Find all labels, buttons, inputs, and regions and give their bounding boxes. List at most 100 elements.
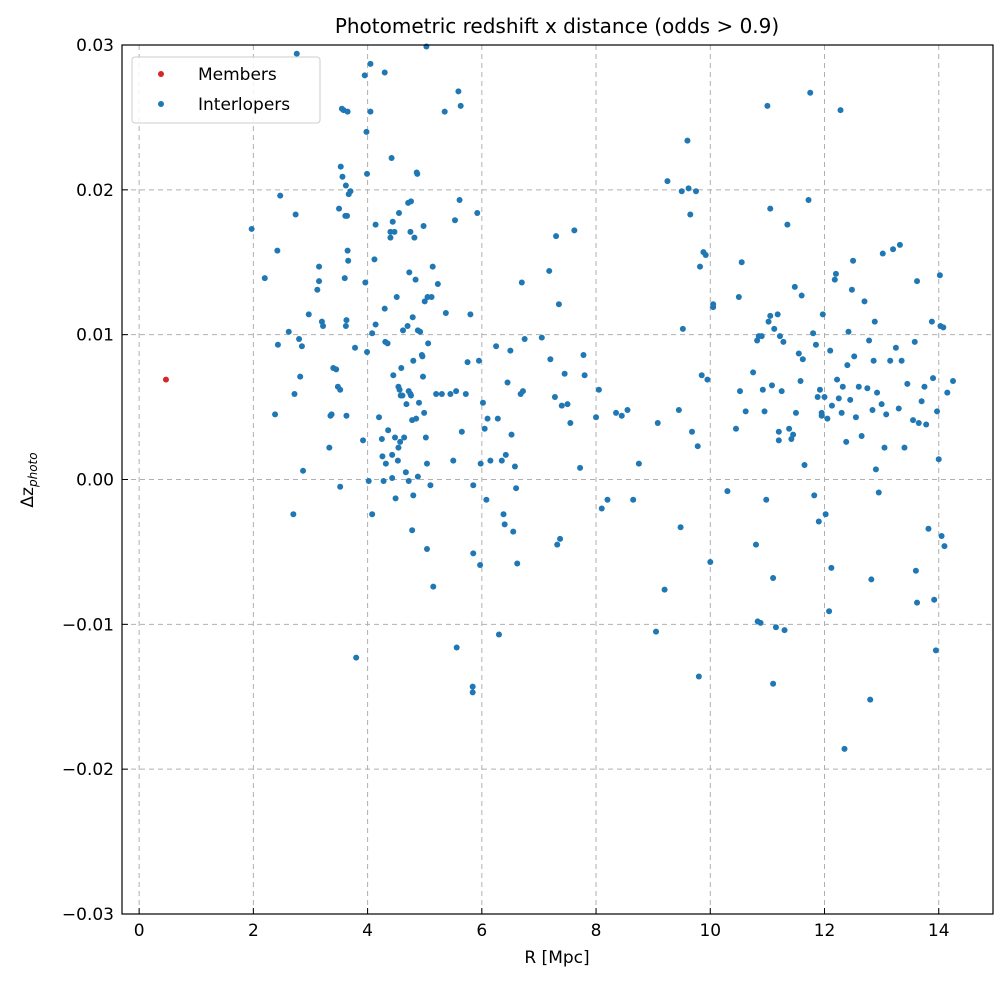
interloper-point bbox=[855, 383, 862, 390]
interloper-point bbox=[874, 389, 881, 396]
interloper-point bbox=[697, 263, 704, 270]
interloper-point bbox=[394, 457, 401, 464]
interloper-point bbox=[442, 309, 449, 316]
interloper-point bbox=[293, 50, 300, 57]
interloper-point bbox=[396, 210, 403, 217]
interloper-point bbox=[518, 279, 525, 286]
interloper-point bbox=[337, 386, 344, 393]
interloper-point bbox=[869, 406, 876, 413]
interloper-point bbox=[342, 182, 349, 189]
interloper-point bbox=[438, 391, 445, 398]
interloper-point bbox=[422, 434, 429, 441]
interloper-point bbox=[291, 391, 298, 398]
x-tick-label: 4 bbox=[362, 921, 373, 941]
interloper-point bbox=[479, 399, 486, 406]
interloper-point bbox=[812, 341, 819, 348]
interloper-point bbox=[336, 205, 343, 212]
interloper-point bbox=[328, 411, 335, 418]
legend-marker-interlopers bbox=[158, 101, 164, 107]
interloper-point bbox=[805, 196, 812, 203]
interloper-point bbox=[797, 378, 804, 385]
interloper-point bbox=[341, 275, 348, 282]
interloper-point bbox=[781, 627, 788, 634]
interloper-point bbox=[675, 406, 682, 413]
interloper-point bbox=[514, 560, 521, 567]
interloper-point bbox=[406, 269, 413, 276]
interloper-point bbox=[940, 324, 947, 331]
interloper-point bbox=[407, 228, 414, 235]
interloper-point bbox=[495, 631, 502, 638]
interloper-point bbox=[402, 469, 409, 476]
interloper-point bbox=[871, 318, 878, 325]
interloper-point bbox=[430, 583, 437, 590]
interloper-point bbox=[337, 483, 344, 490]
interloper-point bbox=[841, 745, 848, 752]
interloper-point bbox=[798, 292, 805, 299]
interloper-point bbox=[831, 276, 838, 283]
interloper-point bbox=[339, 173, 346, 180]
interloper-point bbox=[704, 376, 711, 383]
interloper-point bbox=[635, 460, 642, 467]
interloper-point bbox=[765, 318, 772, 325]
interloper-point bbox=[758, 333, 765, 340]
interloper-point bbox=[752, 541, 759, 548]
interloper-point bbox=[695, 673, 702, 680]
interloper-point bbox=[363, 128, 370, 135]
interloper-point bbox=[571, 227, 578, 234]
interloper-point bbox=[845, 328, 852, 335]
interloper-point bbox=[421, 298, 428, 305]
interloper-point bbox=[547, 356, 554, 363]
interloper-point bbox=[510, 528, 517, 535]
interloper-point bbox=[618, 412, 625, 419]
interloper-point bbox=[832, 270, 839, 277]
interloper-point bbox=[912, 567, 919, 574]
interloper-point bbox=[742, 408, 749, 415]
interloper-point bbox=[343, 317, 350, 324]
interloper-point bbox=[353, 654, 360, 661]
interloper-point bbox=[501, 521, 508, 528]
interloper-point bbox=[410, 492, 417, 499]
interloper-point bbox=[786, 425, 793, 432]
interloper-point bbox=[687, 211, 694, 218]
interloper-point bbox=[864, 385, 871, 392]
interloper-point bbox=[408, 198, 415, 205]
interloper-point bbox=[932, 647, 939, 654]
interloper-point bbox=[613, 409, 620, 416]
interloper-point bbox=[429, 263, 436, 270]
interloper-point bbox=[326, 444, 333, 451]
interloper-point bbox=[403, 401, 410, 408]
interloper-point bbox=[392, 495, 399, 502]
interloper-point bbox=[347, 188, 354, 195]
interloper-point bbox=[677, 524, 684, 531]
interloper-point bbox=[580, 351, 587, 358]
interloper-point bbox=[378, 435, 385, 442]
grid bbox=[122, 44, 993, 915]
interloper-point bbox=[372, 221, 379, 228]
interloper-point bbox=[564, 401, 571, 408]
interloper-point bbox=[423, 43, 430, 50]
interloper-point bbox=[555, 301, 562, 308]
interloper-point bbox=[423, 460, 430, 467]
interloper-point bbox=[425, 340, 432, 347]
interloper-point bbox=[935, 456, 942, 463]
interloper-point bbox=[872, 466, 879, 473]
interloper-point bbox=[799, 356, 806, 363]
interloper-point bbox=[450, 457, 457, 464]
interloper-point bbox=[507, 347, 514, 354]
interloper-point bbox=[824, 415, 831, 422]
interloper-point bbox=[835, 395, 842, 402]
interloper-point bbox=[826, 608, 833, 615]
interloper-point bbox=[481, 425, 488, 432]
interloper-point bbox=[738, 259, 745, 266]
interloper-point bbox=[558, 402, 565, 409]
interloper-point bbox=[453, 644, 460, 651]
interloper-point bbox=[508, 431, 515, 438]
interloper-point bbox=[414, 473, 421, 480]
interloper-point bbox=[887, 357, 894, 364]
interloper-point bbox=[774, 311, 781, 318]
interloper-point bbox=[598, 505, 605, 512]
interloper-point bbox=[513, 485, 520, 492]
interloper-point bbox=[390, 372, 397, 379]
y-axis-label-main: Δz bbox=[18, 487, 38, 508]
interloper-point bbox=[898, 357, 905, 364]
